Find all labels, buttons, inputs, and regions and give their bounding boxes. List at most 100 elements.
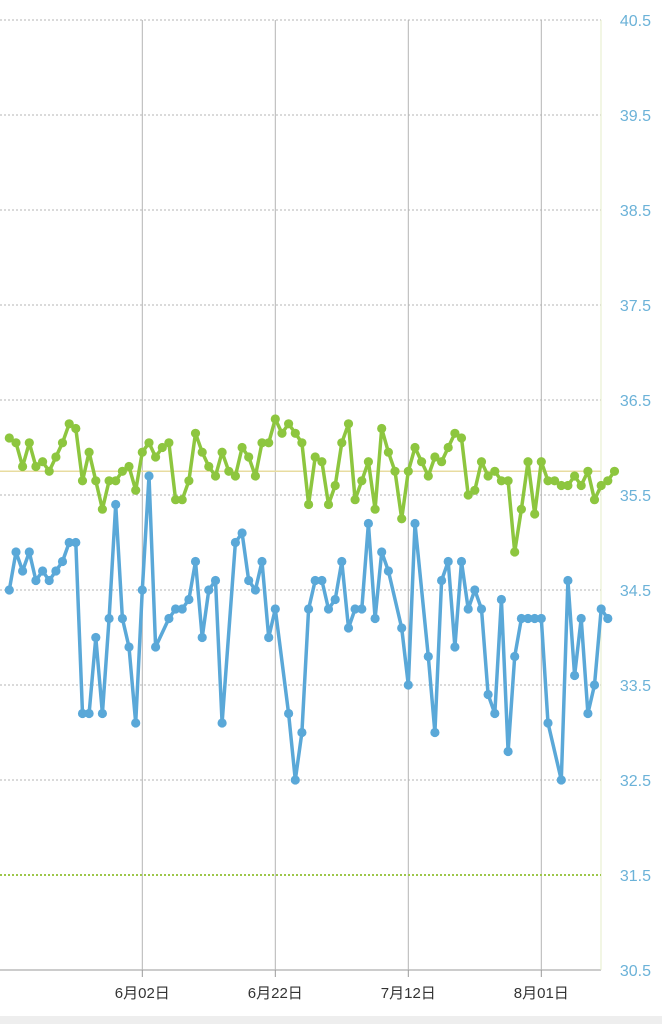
- data-point: [290, 775, 300, 785]
- data-point: [244, 575, 254, 586]
- data-point: [151, 642, 161, 652]
- y-tick-label: 35.5: [620, 488, 651, 505]
- data-point: [284, 419, 294, 429]
- data-point: [337, 438, 347, 448]
- data-point: [237, 528, 247, 538]
- data-point: [343, 419, 354, 429]
- y-tick-label: 37.5: [620, 298, 651, 315]
- data-point: [18, 566, 28, 576]
- x-tick-label: 7月12日: [381, 985, 436, 1002]
- data-point: [171, 495, 181, 505]
- series: [4, 414, 620, 785]
- data-point: [503, 746, 513, 757]
- y-tick-label: 30.5: [620, 963, 651, 980]
- data-point: [377, 547, 387, 557]
- y-tick-label: 32.5: [620, 773, 651, 790]
- data-point: [11, 547, 21, 557]
- data-point: [543, 718, 553, 728]
- data-point: [237, 442, 247, 453]
- data-point: [124, 642, 134, 652]
- data-point: [104, 613, 114, 624]
- data-point: [230, 471, 240, 481]
- data-point: [357, 476, 367, 486]
- data-point: [556, 480, 566, 491]
- data-point: [463, 604, 473, 614]
- data-point: [603, 476, 613, 486]
- data-point: [210, 575, 221, 586]
- data-point: [297, 438, 307, 448]
- data-point: [430, 452, 440, 462]
- data-point: [503, 476, 513, 486]
- data-point: [443, 442, 453, 453]
- data-point: [297, 727, 307, 738]
- data-point: [403, 680, 413, 690]
- data-point: [523, 613, 533, 624]
- data-point: [197, 447, 207, 457]
- data-point: [423, 651, 433, 662]
- data-point: [230, 537, 240, 548]
- data-point: [523, 457, 533, 467]
- y-tick-label: 36.5: [620, 393, 651, 410]
- data-point: [463, 490, 473, 500]
- data-point: [377, 423, 387, 434]
- data-point: [516, 504, 527, 514]
- data-point: [510, 651, 520, 662]
- data-point: [330, 594, 340, 605]
- data-point: [536, 613, 546, 624]
- data-point: [363, 457, 373, 467]
- data-point: [423, 471, 433, 481]
- data-point: [111, 499, 121, 510]
- y-tick-label: 39.5: [620, 108, 651, 125]
- data-point: [264, 438, 274, 448]
- data-point: [443, 556, 453, 567]
- data-point: [317, 575, 327, 586]
- data-point: [250, 471, 260, 481]
- data-point: [124, 461, 134, 472]
- data-point: [350, 604, 360, 614]
- data-point: [250, 585, 260, 595]
- series-0: [4, 414, 620, 557]
- data-point: [77, 708, 88, 719]
- data-point: [310, 575, 320, 586]
- data-point: [390, 466, 400, 476]
- data-point: [184, 594, 194, 605]
- data-point: [403, 466, 413, 476]
- data-point: [570, 471, 580, 481]
- data-point: [131, 718, 141, 728]
- data-point: [483, 471, 493, 481]
- data-point: [410, 518, 420, 529]
- data-point: [111, 476, 121, 486]
- data-point: [476, 604, 487, 614]
- data-point: [64, 537, 74, 548]
- data-point: [337, 556, 347, 567]
- data-point: [217, 447, 227, 457]
- x-tick-label: 8月01日: [514, 985, 569, 1002]
- data-point: [490, 708, 500, 719]
- y-tick-label: 38.5: [620, 203, 651, 220]
- data-point: [57, 556, 68, 567]
- y-tick-label: 31.5: [620, 868, 651, 885]
- data-point: [570, 670, 580, 681]
- data-point: [437, 575, 447, 586]
- data-point: [330, 480, 340, 491]
- data-point: [71, 423, 81, 434]
- data-point: [576, 613, 586, 624]
- data-point: [184, 476, 194, 486]
- data-point: [38, 457, 48, 467]
- data-point: [536, 457, 546, 467]
- data-point: [277, 428, 287, 438]
- data-point: [131, 485, 141, 495]
- data-point: [11, 438, 21, 448]
- data-point: [583, 708, 593, 719]
- data-point: [164, 438, 174, 448]
- data-point: [51, 452, 61, 462]
- data-point: [137, 447, 147, 457]
- data-point: [244, 452, 254, 462]
- y-tick-label: 33.5: [620, 678, 651, 695]
- data-point: [417, 457, 427, 467]
- data-point: [543, 476, 553, 486]
- data-point: [556, 775, 566, 785]
- data-point: [24, 547, 34, 557]
- data-point: [603, 613, 613, 624]
- data-point: [57, 438, 68, 448]
